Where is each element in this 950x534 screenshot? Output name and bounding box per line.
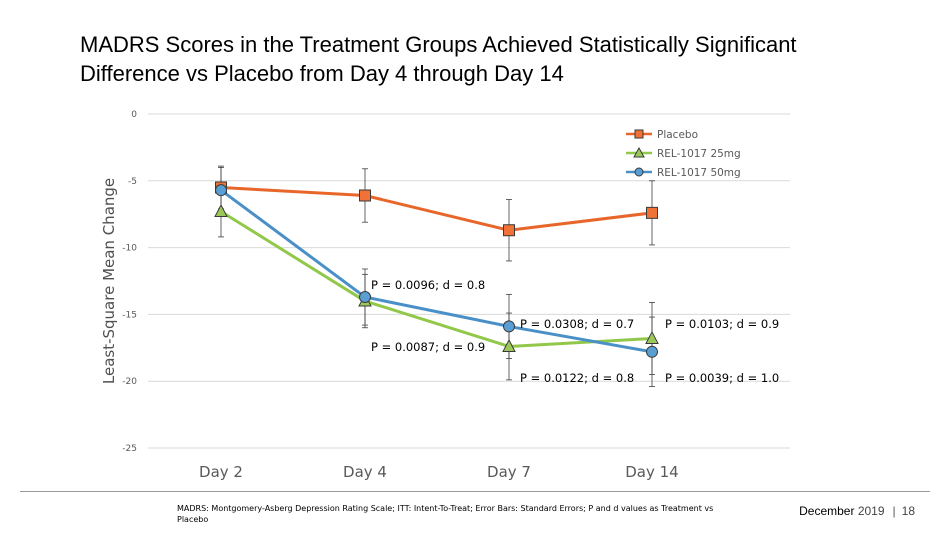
- legend-marker: [634, 129, 644, 139]
- footer-divider: [20, 491, 930, 492]
- p-value-annotations: P = 0.0096; d = 0.8 P = 0.0087; d = 0.9 P …: [371, 278, 779, 385]
- footer-separator: |: [892, 504, 896, 518]
- data-point: [646, 206, 658, 219]
- y-tick-label: -5: [128, 177, 137, 187]
- slide-title: MADRS Scores in the Treatment Groups Ach…: [80, 32, 797, 86]
- p-value-label: P = 0.0122; d = 0.8: [520, 371, 634, 385]
- data-point: [645, 330, 659, 344]
- p-value-label: P = 0.0039; d = 1.0: [665, 371, 779, 385]
- y-tick-label: 0: [131, 110, 137, 120]
- x-tick-label: Day 14: [625, 463, 678, 481]
- series-line: [220, 185, 653, 232]
- x-tick-label: Day 4: [343, 463, 387, 481]
- legend-marker: [633, 146, 645, 158]
- data-point: [359, 189, 371, 202]
- y-tick-label: -15: [122, 310, 137, 320]
- x-tick-label: Day 2: [199, 463, 243, 481]
- y-axis-label: Least-Square Mean Change: [100, 178, 118, 384]
- legend: Placebo REL-1017 25mg REL-1017 50mg: [626, 129, 741, 179]
- y-tick-label: -20: [122, 377, 137, 387]
- p-value-label: P = 0.0087; d = 0.9: [371, 340, 485, 354]
- page-footer: December 2019 | 18: [799, 504, 915, 518]
- series-markers: [214, 181, 659, 358]
- x-tick-label: Day 7: [487, 463, 531, 481]
- gridlines: [148, 113, 790, 449]
- x-tick-labels: Day 2 Day 4 Day 7 Day 14: [199, 463, 679, 481]
- y-tick-labels: 0 -5 -10 -15 -20 -25: [122, 110, 137, 454]
- footnote: MADRS: Montgomery-Asberg Depression Rati…: [177, 504, 714, 524]
- p-value-label: P = 0.0308; d = 0.7: [520, 317, 634, 331]
- footer-month: December: [799, 504, 855, 518]
- series-line: [220, 210, 653, 348]
- data-point: [503, 224, 515, 237]
- data-point: [215, 184, 227, 197]
- legend-label: REL-1017 25mg: [657, 148, 741, 160]
- data-point: [646, 345, 658, 358]
- p-value-label: P = 0.0103; d = 0.9: [665, 317, 779, 331]
- footer-year: 2019: [857, 504, 885, 518]
- y-tick-label: -25: [122, 444, 137, 454]
- legend-label: REL-1017 50mg: [657, 167, 741, 179]
- data-point: [502, 338, 516, 352]
- page-number: 18: [901, 504, 915, 518]
- data-point: [214, 203, 228, 218]
- legend-marker: [634, 167, 644, 177]
- p-value-label: P = 0.0096; d = 0.8: [371, 278, 485, 292]
- legend-label: Placebo: [657, 129, 698, 141]
- series-line: [220, 188, 653, 354]
- data-point: [503, 320, 515, 333]
- series-lines: [220, 185, 653, 354]
- y-tick-label: -10: [122, 244, 137, 254]
- data-point: [359, 291, 371, 304]
